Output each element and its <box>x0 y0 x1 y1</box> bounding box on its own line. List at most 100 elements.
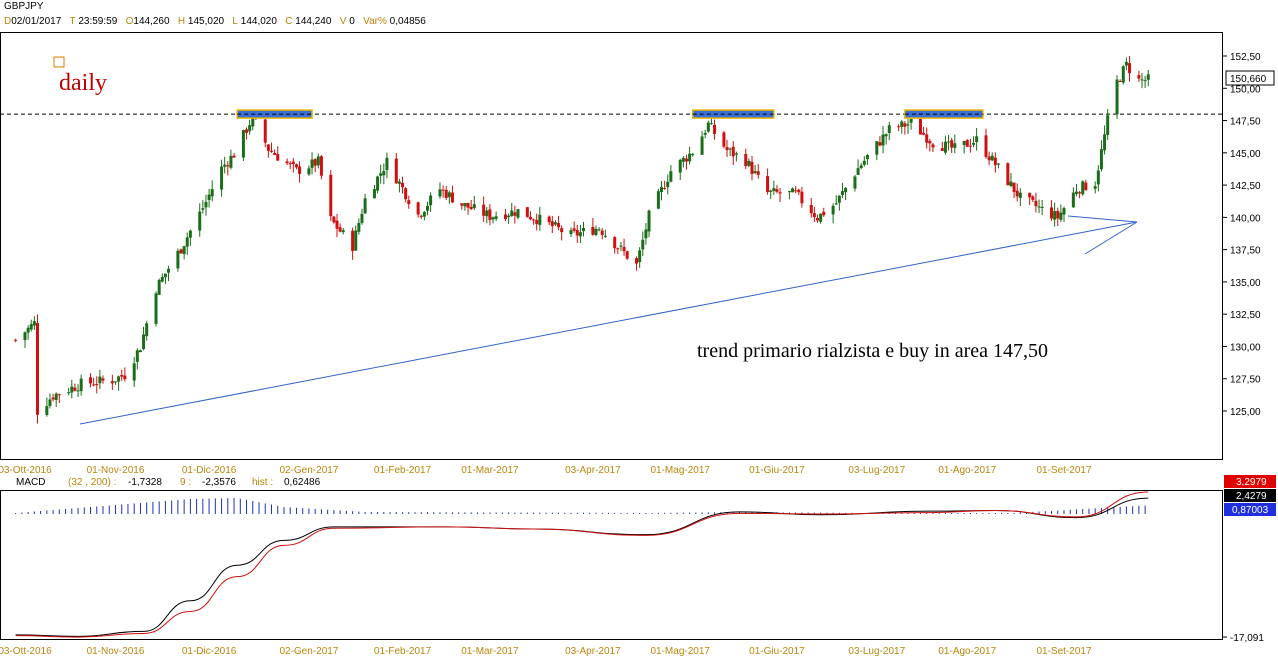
candle-body <box>731 146 735 157</box>
trendline <box>79 221 1138 425</box>
candle-body <box>666 181 670 188</box>
candle-body <box>223 164 227 167</box>
candle-body <box>922 132 926 135</box>
candle-body <box>1074 191 1078 194</box>
macd-panel-frame <box>0 490 1223 640</box>
candle-body <box>163 273 167 278</box>
candle-body <box>1031 196 1035 200</box>
candle-body <box>241 130 245 158</box>
candle-body <box>1053 211 1057 220</box>
candle-body <box>641 239 645 250</box>
candle-body <box>878 142 882 146</box>
candle-body <box>557 223 561 228</box>
timeframe-label: daily <box>59 70 107 96</box>
candle-body <box>425 205 429 211</box>
signal-value: -2,3576 <box>202 477 236 488</box>
candle-body <box>766 176 770 193</box>
candle-body <box>248 125 252 132</box>
candle-body <box>962 141 966 146</box>
candle-body <box>831 205 835 215</box>
date-tick-label: 01-Dic-2016 <box>182 646 237 657</box>
hist-value: 0,62486 <box>284 477 321 488</box>
price-tick-label: 132,50 <box>1230 310 1261 321</box>
candle-body <box>376 176 380 191</box>
candle-body <box>1037 206 1041 208</box>
candle-body <box>67 392 71 394</box>
candle-body <box>859 165 863 168</box>
candle-body <box>273 152 277 155</box>
date-tick-label: 02-Gen-2017 <box>279 646 338 657</box>
candle-body <box>644 229 648 239</box>
candle-body <box>928 140 932 144</box>
candle-body <box>310 159 314 168</box>
candle-body <box>507 215 511 218</box>
candle-body <box>23 332 27 341</box>
time-value: 23:59:59 <box>78 16 118 27</box>
candle-body <box>1093 186 1097 189</box>
candle-body <box>32 321 36 326</box>
date-axis: 03-Ott-2016 01-Nov-2016 01-Dic-2016 02-Gen-… <box>0 465 1092 476</box>
candle-body <box>1012 182 1016 192</box>
candle-body <box>613 237 617 249</box>
candle-body <box>638 250 642 263</box>
candle-body <box>706 122 710 132</box>
candle-body <box>553 222 557 225</box>
candle-body <box>622 246 626 252</box>
candle-body <box>953 143 957 148</box>
macd-black-value-box <box>1224 489 1276 502</box>
candle-body <box>229 155 233 168</box>
date-axis-bottom: 03-Ott-2016 01-Nov-2016 01-Dic-2016 02-Gen-… <box>0 646 1092 657</box>
candle-body <box>220 166 224 190</box>
candle-body <box>1059 212 1063 220</box>
candle-body <box>909 119 913 123</box>
candle-body <box>993 157 997 166</box>
candle-body <box>925 134 929 143</box>
candle-body <box>756 171 760 175</box>
macd-blue-value-box <box>1224 503 1276 516</box>
last-price-box <box>1225 70 1275 86</box>
date-value: 02/01/2017 <box>11 16 62 27</box>
candle-body <box>232 155 236 158</box>
candle-body <box>834 203 838 205</box>
candle-body <box>510 210 514 217</box>
candle-body <box>513 212 517 216</box>
trend-arrow-head-top <box>1067 215 1138 223</box>
date-key: D <box>4 16 12 27</box>
candle-body <box>940 148 944 151</box>
macd-black-value: 2,4279 <box>1236 491 1267 502</box>
candle-body <box>185 237 189 247</box>
candle-body <box>154 293 158 324</box>
candle-body <box>669 171 673 182</box>
candle-body <box>744 153 748 167</box>
macd-min-label: -17,091 <box>1230 633 1264 644</box>
candle-body <box>447 192 451 198</box>
candle-body <box>881 134 885 146</box>
candle-body <box>990 155 994 161</box>
candle-body <box>791 188 795 193</box>
candle-body <box>660 186 664 193</box>
price-tick-label: 150,00 <box>1230 84 1261 95</box>
candle-body <box>656 191 660 209</box>
candle-body <box>750 161 754 174</box>
candle-body <box>931 144 935 148</box>
candle-body <box>285 161 289 164</box>
candle-body <box>728 148 732 150</box>
candle-body <box>98 376 102 384</box>
candle-body <box>494 216 498 219</box>
candle-body <box>688 153 692 162</box>
price-tick-label: 140,00 <box>1230 213 1261 224</box>
candle-body <box>1015 190 1019 197</box>
date-tick-label: 01-Feb-2017 <box>374 465 432 476</box>
candle-body <box>569 230 573 235</box>
candle-body <box>57 394 61 396</box>
candle-body <box>1006 163 1010 186</box>
candle-body <box>276 154 280 161</box>
candle-body <box>1118 81 1122 83</box>
candle-body <box>840 191 844 195</box>
candle-body <box>700 136 704 155</box>
candle-body <box>747 160 751 166</box>
candle-body <box>466 202 470 208</box>
candle-body <box>722 132 726 147</box>
candle-body <box>1128 63 1132 74</box>
